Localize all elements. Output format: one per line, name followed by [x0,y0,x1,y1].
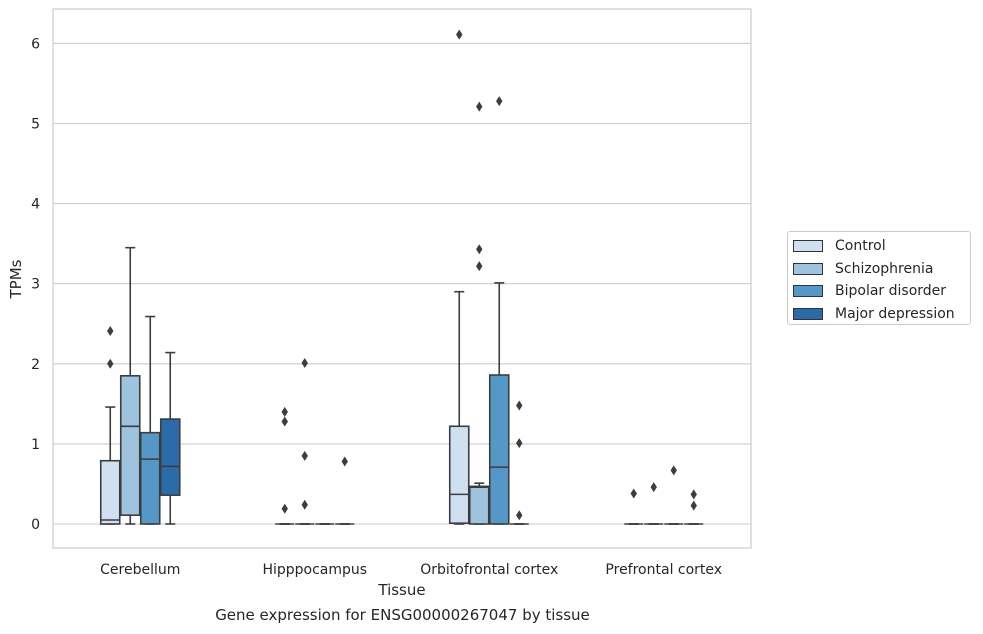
outlier-point [516,510,523,521]
legend-label: Major depression [835,305,955,322]
y-tick-label: 4 [31,197,40,213]
legend-item-major-depression: Major depression [793,303,970,326]
box [139,431,161,525]
outlier-point [630,488,637,499]
outlier-point [341,456,348,467]
legend-label: Schizophrenia [835,260,934,277]
legend-item-schizophrenia: Schizophrenia [793,258,970,281]
plot-frame [52,8,752,549]
y-tick-label: 0 [31,517,40,533]
outlier-point [476,101,483,112]
outlier-point [281,503,288,514]
box [448,425,470,524]
outlier-point [107,358,114,369]
chart-title: Gene expression for ENSG00000267047 by t… [215,606,590,624]
legend-label: Control [835,238,886,255]
box [468,485,490,525]
y-tick-label: 1 [31,437,40,453]
x-tick-label: Orbitofrontal cortex [420,562,558,578]
outlier-point [476,261,483,272]
box-plots [99,29,704,525]
y-tick-label: 5 [31,117,40,133]
outlier-point [301,450,308,461]
outlier-point [301,357,308,368]
box [488,374,510,525]
outlier-point [650,482,657,493]
y-tick-label: 2 [31,357,40,373]
outlier-point [516,438,523,449]
legend-swatch [793,262,823,275]
x-tick-label: Cerebellum [100,562,180,578]
outlier-point [301,499,308,510]
outlier-point [281,406,288,417]
legend-swatch [793,285,823,298]
legend-item-bipolar-disorder: Bipolar disorder [793,280,970,303]
outlier-point [456,29,463,40]
outlier-point [690,489,697,500]
legend-swatch [793,307,823,320]
y-axis-label: TPMs [7,259,25,299]
y-tick-labels: 0 1 2 3 4 5 6 [31,36,40,533]
box [159,418,181,496]
y-tick-label: 6 [31,36,40,52]
outlier-point [516,400,523,411]
outlier-point [107,325,114,336]
outlier-point [690,500,697,511]
legend: Control Schizophrenia Bipolar disorder M… [787,231,971,325]
x-tick-label: Hipppocampus [262,562,367,578]
box [119,375,141,516]
outlier-point [670,465,677,476]
outlier-point [476,244,483,255]
legend-swatch [793,240,823,253]
x-tick-labels: Cerebellum Hipppocampus Orbitofrontal cort… [100,562,722,578]
x-tick-label: Prefrontal cortex [605,562,722,578]
box [99,459,121,525]
legend-item-control: Control [793,235,970,258]
y-tick-label: 3 [31,277,40,293]
x-axis-label: Tissue [377,581,425,599]
legend-label: Bipolar disorder [835,283,947,300]
outlier-point [496,96,503,107]
outlier-point [281,416,288,427]
